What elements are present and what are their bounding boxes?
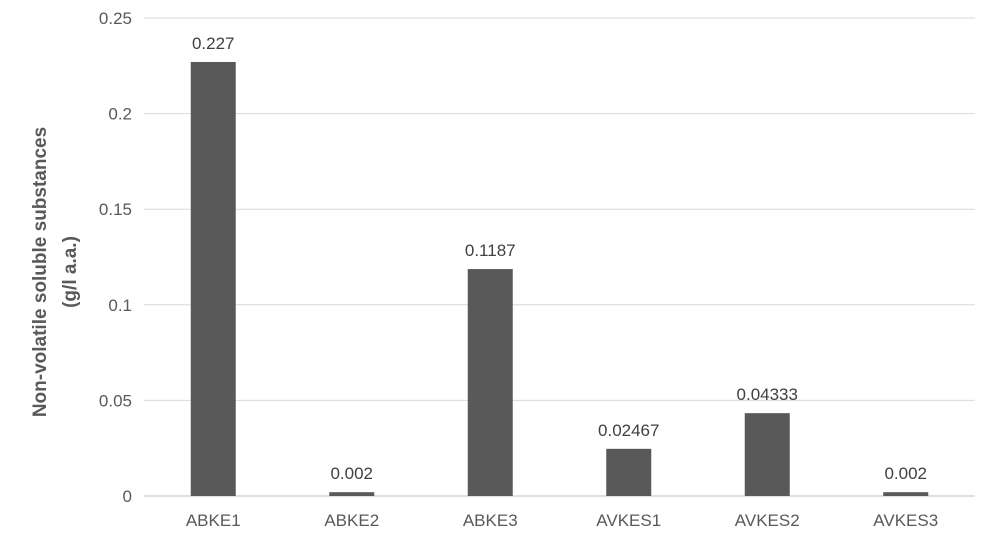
y-axis-title: Non-volatile soluble substances (g/l a.a… <box>30 127 81 417</box>
data-label: 0.002 <box>884 464 927 483</box>
y-tick-label: 0.2 <box>108 105 132 124</box>
bars <box>190 61 929 496</box>
data-labels: 0.227 0.002 0.1187 0.02467 0.04333 0.002 <box>192 34 927 483</box>
x-tick-label: AVKES2 <box>735 511 800 530</box>
y-axis-title-line-2: (g/l a.a.) <box>60 236 81 308</box>
x-tick-label: ABKE2 <box>324 511 379 530</box>
gridlines <box>144 17 975 497</box>
y-tick-label: 0 <box>123 487 132 506</box>
x-tick-label: AVKES3 <box>873 511 938 530</box>
y-tick-label: 0.1 <box>108 296 132 315</box>
bar <box>329 492 375 496</box>
bar <box>744 413 790 496</box>
y-tick-label: 0.15 <box>99 200 132 219</box>
y-axis-title-line-1: Non-volatile soluble substances <box>30 127 51 417</box>
data-label: 0.1187 <box>465 241 516 260</box>
y-tick-label: 0.05 <box>99 391 132 410</box>
y-tick-label: 0.25 <box>99 9 132 28</box>
x-axis-ticks: ABKE1 ABKE2 ABKE3 AVKES1 AVKES2 AVKES3 <box>186 511 938 530</box>
bar <box>467 269 513 496</box>
bar <box>190 61 236 496</box>
x-tick-label: AVKES1 <box>596 511 661 530</box>
bar <box>883 492 929 496</box>
bar <box>606 448 652 496</box>
data-label: 0.227 <box>192 34 235 53</box>
data-label: 0.04333 <box>737 385 798 404</box>
y-axis-ticks: 0 0.05 0.1 0.15 0.2 0.25 <box>99 9 132 506</box>
data-label: 0.002 <box>330 464 373 483</box>
x-tick-label: ABKE1 <box>186 511 241 530</box>
x-tick-label: ABKE3 <box>463 511 518 530</box>
data-label: 0.02467 <box>598 421 659 440</box>
